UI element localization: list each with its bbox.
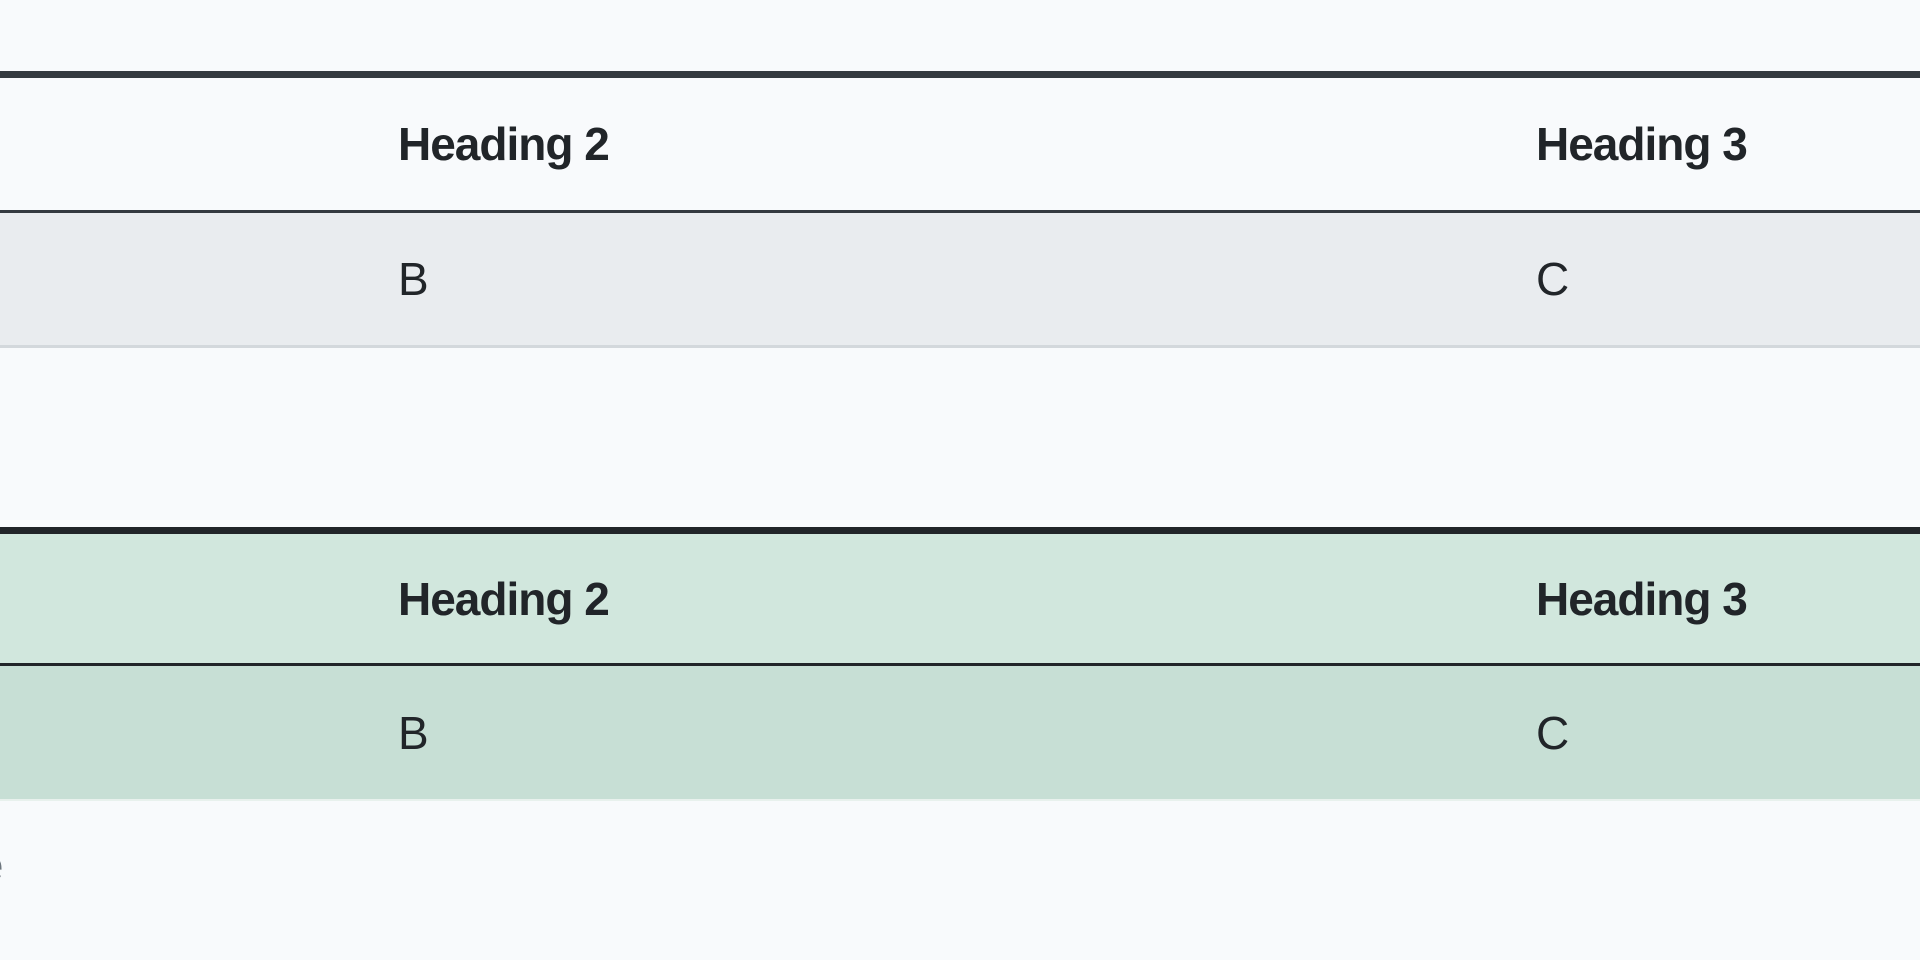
column-header-2: Heading 2: [398, 572, 610, 625]
table-cell: C: [1536, 706, 1570, 759]
table-header-row: Heading 2 Heading 3: [0, 534, 1920, 666]
table-row: B C: [0, 213, 1920, 348]
column-header-2: Heading 2: [398, 118, 610, 170]
table-cell: C: [1536, 253, 1570, 305]
table-cell: B: [398, 253, 429, 305]
table-default: Heading 2 Heading 3 B C: [0, 71, 1920, 348]
table-header-row: Heading 2 Heading 3: [0, 78, 1920, 213]
table-cell: B: [398, 706, 429, 759]
caption-fragment: e: [0, 838, 4, 892]
table-row: B C: [0, 666, 1920, 801]
table-success: Heading 2 Heading 3 B C: [0, 527, 1920, 801]
column-header-3: Heading 3: [1536, 572, 1748, 625]
column-header-3: Heading 3: [1536, 118, 1748, 170]
